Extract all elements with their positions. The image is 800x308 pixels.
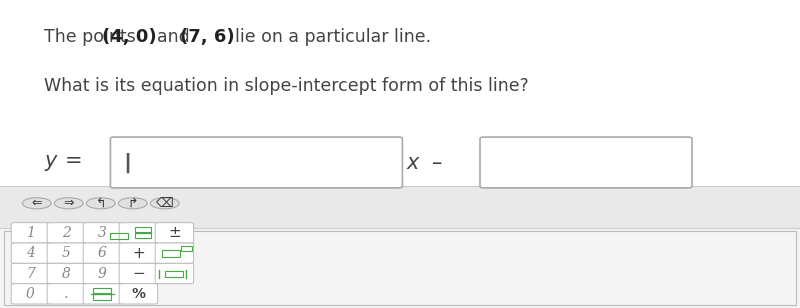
- Text: –: –: [432, 153, 442, 173]
- FancyBboxPatch shape: [11, 243, 50, 263]
- FancyBboxPatch shape: [47, 263, 86, 284]
- Text: ⇒: ⇒: [63, 197, 74, 210]
- FancyBboxPatch shape: [11, 263, 50, 284]
- Text: 8: 8: [62, 266, 71, 281]
- FancyBboxPatch shape: [480, 137, 692, 188]
- Text: 6: 6: [98, 246, 107, 260]
- FancyBboxPatch shape: [47, 223, 86, 243]
- Text: −: −: [132, 266, 145, 281]
- Text: 9: 9: [98, 266, 107, 281]
- Text: $x$: $x$: [406, 153, 422, 173]
- FancyBboxPatch shape: [83, 223, 122, 243]
- FancyBboxPatch shape: [0, 186, 800, 228]
- Text: +: +: [132, 246, 145, 261]
- FancyBboxPatch shape: [11, 223, 50, 243]
- Text: and: and: [146, 28, 196, 46]
- Circle shape: [86, 198, 115, 209]
- Text: ┃: ┃: [122, 152, 132, 172]
- Text: ⌫: ⌫: [156, 197, 174, 210]
- Text: 1: 1: [26, 226, 35, 240]
- Text: 4: 4: [26, 246, 35, 260]
- FancyBboxPatch shape: [83, 243, 122, 263]
- FancyBboxPatch shape: [47, 284, 86, 304]
- Text: 2: 2: [62, 226, 71, 240]
- Text: ⇐: ⇐: [31, 197, 42, 210]
- FancyBboxPatch shape: [0, 0, 800, 186]
- Text: What is its equation in slope-intercept form of this line?: What is its equation in slope-intercept …: [44, 77, 529, 95]
- Text: .: .: [64, 287, 69, 301]
- FancyBboxPatch shape: [110, 137, 402, 188]
- FancyBboxPatch shape: [155, 263, 194, 284]
- FancyBboxPatch shape: [119, 243, 158, 263]
- Text: ±: ±: [168, 225, 181, 240]
- FancyBboxPatch shape: [47, 243, 86, 263]
- FancyBboxPatch shape: [83, 284, 122, 304]
- Circle shape: [54, 198, 83, 209]
- FancyBboxPatch shape: [119, 284, 158, 304]
- FancyBboxPatch shape: [155, 223, 194, 243]
- Circle shape: [150, 198, 179, 209]
- Text: 7: 7: [26, 266, 35, 281]
- Text: %: %: [131, 287, 146, 301]
- Circle shape: [118, 198, 147, 209]
- FancyBboxPatch shape: [119, 223, 158, 243]
- Text: (7, 6): (7, 6): [180, 28, 234, 46]
- Text: 5: 5: [62, 246, 71, 260]
- FancyBboxPatch shape: [119, 263, 158, 284]
- Text: $y\,=$: $y\,=$: [44, 153, 82, 173]
- Text: lie on a particular line.: lie on a particular line.: [224, 28, 431, 46]
- FancyBboxPatch shape: [155, 243, 194, 263]
- FancyBboxPatch shape: [11, 284, 50, 304]
- FancyBboxPatch shape: [0, 228, 800, 308]
- Text: (4, 0): (4, 0): [102, 28, 157, 46]
- Text: ↰: ↰: [95, 197, 106, 210]
- Text: 0: 0: [26, 287, 35, 301]
- Text: The points: The points: [44, 28, 142, 46]
- Circle shape: [22, 198, 51, 209]
- Text: ↱: ↱: [127, 197, 138, 210]
- FancyBboxPatch shape: [83, 263, 122, 284]
- Text: 3: 3: [98, 226, 107, 240]
